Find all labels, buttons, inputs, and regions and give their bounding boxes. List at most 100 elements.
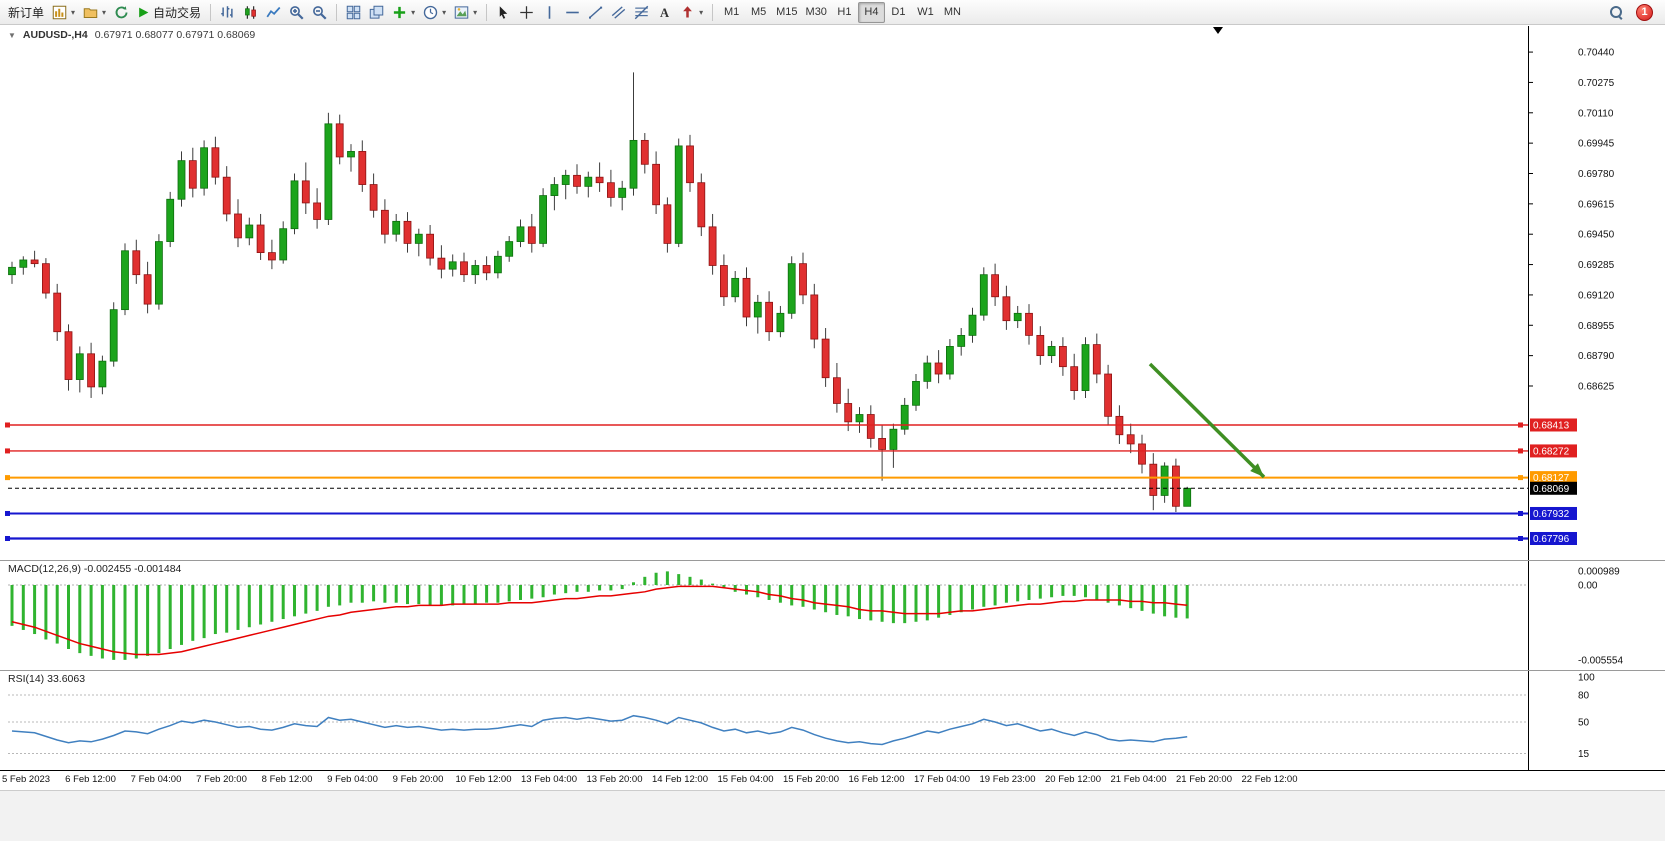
- chevron-down-icon[interactable]: ▾: [473, 7, 478, 17]
- orange-level-line[interactable]: 0.68127: [5, 471, 1577, 485]
- resistance-line-2[interactable]: 0.68272: [5, 444, 1577, 458]
- notification-count: 1: [1641, 6, 1648, 18]
- chart-collapse-icon[interactable]: ▼: [8, 30, 16, 40]
- line-handle[interactable]: [1518, 448, 1523, 454]
- new-order-button[interactable]: 新订单: [4, 2, 48, 23]
- crosshair-icon: [519, 5, 534, 20]
- bar-chart-button[interactable]: [216, 2, 239, 23]
- chevron-down-icon[interactable]: ▾: [411, 7, 416, 17]
- line-handle[interactable]: [5, 475, 10, 481]
- candlestick-button[interactable]: [239, 2, 262, 23]
- chevron-down-icon[interactable]: ▾: [442, 7, 447, 17]
- line-handle[interactable]: [5, 448, 10, 454]
- line-handle[interactable]: [5, 510, 10, 516]
- zoom-in-icon: [289, 5, 304, 20]
- cascade-windows-icon: [369, 5, 384, 20]
- line-chart-button[interactable]: [262, 2, 285, 23]
- zoom-in-button[interactable]: [285, 2, 308, 23]
- svg-text:19 Feb 23:00: 19 Feb 23:00: [980, 774, 1036, 785]
- line-handle[interactable]: [1518, 535, 1523, 541]
- fibonacci-icon: [634, 5, 649, 20]
- notification-badge[interactable]: 1: [1636, 3, 1653, 21]
- templates-button[interactable]: ▾: [450, 2, 481, 23]
- search-button[interactable]: [1605, 2, 1627, 23]
- macd-signal-line: [11, 585, 1188, 656]
- timeframe-m30-button[interactable]: M30: [802, 2, 831, 23]
- timeframe-w1-button[interactable]: W1: [912, 2, 939, 23]
- autotrade-button[interactable]: 自动交易: [133, 2, 205, 23]
- profiles-icon: [83, 5, 98, 20]
- new-chart-button[interactable]: ▾: [48, 2, 79, 23]
- svg-text:7 Feb 20:00: 7 Feb 20:00: [196, 774, 247, 785]
- indicators-button[interactable]: ▾: [388, 2, 419, 23]
- svg-text:21 Feb 04:00: 21 Feb 04:00: [1111, 774, 1167, 785]
- candlestick-series: [8, 72, 1192, 513]
- toolbar-separator: [486, 3, 488, 21]
- tile-windows-button[interactable]: [342, 2, 365, 23]
- rsi-indicator-value: 33.6063: [47, 673, 86, 685]
- timeframe-m1-button[interactable]: M1: [718, 2, 745, 23]
- autotrade-button-label: 自动交易: [153, 5, 202, 20]
- bid-price-line[interactable]: 0.68069: [8, 481, 1577, 495]
- horizontal-line-button[interactable]: [561, 2, 584, 23]
- support-line-1[interactable]: 0.67932: [5, 506, 1577, 520]
- vertical-line-button[interactable]: [538, 2, 561, 23]
- line-handle[interactable]: [1518, 422, 1523, 428]
- refresh-button[interactable]: [110, 2, 133, 23]
- autotrade-icon: [137, 6, 150, 19]
- text-button[interactable]: A: [653, 2, 676, 23]
- svg-text:7 Feb 04:00: 7 Feb 04:00: [131, 774, 182, 785]
- line-handle[interactable]: [5, 535, 10, 541]
- price-label-text: 0.67932: [1533, 509, 1570, 520]
- svg-text:0.69285: 0.69285: [1578, 260, 1615, 271]
- price-label-box: [1530, 481, 1577, 495]
- timeframe-mn-label: MN: [943, 6, 961, 18]
- line-handle[interactable]: [1518, 475, 1523, 481]
- timeframe-m30-label: M30: [805, 6, 827, 18]
- svg-text:0.69615: 0.69615: [1578, 199, 1615, 210]
- fibonacci-button[interactable]: [630, 2, 653, 23]
- chart-background: [0, 25, 1665, 841]
- support-line-2[interactable]: 0.67796: [5, 531, 1577, 545]
- svg-text:9 Feb 04:00: 9 Feb 04:00: [327, 774, 378, 785]
- chart-symbol-period: AUDUSD-,H4: [22, 29, 88, 41]
- profiles-button[interactable]: ▾: [79, 2, 110, 23]
- zoom-out-button[interactable]: [308, 2, 331, 23]
- chevron-down-icon[interactable]: ▾: [699, 7, 704, 17]
- cascade-windows-button[interactable]: [365, 2, 388, 23]
- trend-arrow-annotation[interactable]: [1148, 362, 1266, 479]
- toolbar-right: 1: [1605, 2, 1661, 23]
- indicators-icon: [392, 5, 407, 20]
- trendline-button[interactable]: [584, 2, 607, 23]
- timeframe-mn-button[interactable]: MN: [939, 2, 966, 23]
- timeframe-h4-button[interactable]: H4: [857, 1, 885, 23]
- svg-text:17 Feb 04:00: 17 Feb 04:00: [914, 774, 970, 785]
- price-label-text: 0.68069: [1533, 484, 1570, 495]
- cursor-button[interactable]: [492, 2, 515, 23]
- svg-text:0.69120: 0.69120: [1578, 290, 1615, 301]
- candlestick-icon: [243, 5, 258, 20]
- rsi-indicator-name: RSI(14): [8, 673, 45, 685]
- chevron-down-icon[interactable]: ▾: [102, 7, 107, 17]
- timeframe-m15-button[interactable]: M15: [772, 2, 801, 23]
- svg-text:22 Feb 12:00: 22 Feb 12:00: [1242, 774, 1298, 785]
- timeframe-m5-button[interactable]: M5: [745, 2, 772, 23]
- price-label-text: 0.67796: [1533, 534, 1570, 545]
- svg-text:50: 50: [1578, 718, 1590, 729]
- timeframe-d1-button[interactable]: D1: [885, 2, 912, 23]
- timeframe-h1-button[interactable]: H1: [831, 2, 858, 23]
- svg-text:0.69450: 0.69450: [1578, 230, 1615, 241]
- periods-button[interactable]: ▾: [419, 2, 450, 23]
- arrows-button[interactable]: ▾: [676, 2, 707, 23]
- svg-text:16 Feb 12:00: 16 Feb 12:00: [849, 774, 905, 785]
- last-bar-marker: [1213, 27, 1223, 34]
- chevron-down-icon[interactable]: ▾: [71, 7, 76, 17]
- price-label-box: [1530, 471, 1577, 485]
- crosshair-button[interactable]: [515, 2, 538, 23]
- line-handle[interactable]: [5, 422, 10, 428]
- resistance-line-1[interactable]: 0.68413: [5, 418, 1577, 432]
- toolbar-separator: [712, 3, 714, 21]
- channel-button[interactable]: [607, 2, 630, 23]
- line-handle[interactable]: [1518, 510, 1523, 516]
